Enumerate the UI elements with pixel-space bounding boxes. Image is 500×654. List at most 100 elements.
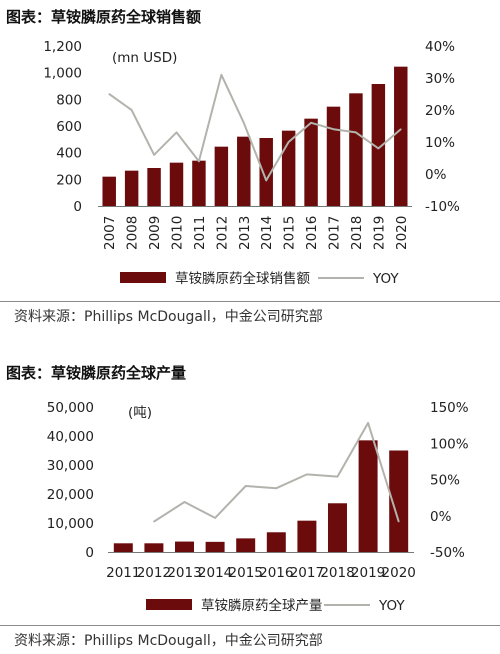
yoy-point — [306, 473, 308, 476]
x-tick-label: 2011 — [192, 216, 208, 250]
legend-bar-label: 草铵膦原药全球产量 — [201, 597, 323, 614]
yoy-point — [355, 131, 357, 134]
bar — [192, 160, 206, 206]
chart-1: 0 200 400 600 800 1,000 1,200 -10% 0% 10% 20% 30% 40… — [43, 39, 460, 287]
bar — [259, 138, 273, 206]
bar — [236, 538, 256, 552]
yoy-point — [287, 141, 290, 143]
bar — [297, 520, 317, 552]
bar — [389, 450, 409, 552]
bar — [266, 532, 286, 552]
divider-1 — [0, 301, 500, 302]
yoy-point — [153, 154, 155, 156]
y-right-tick-label: 100% — [430, 436, 469, 452]
x-tick-label: 2014 — [259, 216, 275, 250]
yoy-point — [175, 131, 178, 134]
bar — [326, 106, 341, 206]
bar — [169, 162, 184, 206]
x-tick-label: 2018 — [320, 565, 354, 581]
y-left-tick-label: 10,000 — [47, 516, 94, 532]
yoy-point — [108, 93, 111, 95]
yoy-point — [397, 520, 400, 523]
divider-2 — [0, 625, 500, 626]
y-right-tick-label: 150% — [430, 400, 469, 416]
x-tick-label: 2013 — [237, 216, 253, 250]
y-right-tick-label: -50% — [430, 545, 465, 561]
bar — [394, 66, 408, 207]
x-tick-label: 2016 — [304, 216, 320, 250]
legend-line-label: YOY — [378, 598, 405, 614]
yoy-point — [220, 74, 223, 76]
x-tick-label: 2019 — [371, 216, 387, 250]
x-tick-label: 2014 — [198, 565, 232, 581]
x-tick-label: 2007 — [102, 216, 118, 250]
x-tick-label: 2011 — [106, 565, 140, 581]
bar — [358, 440, 378, 552]
yoy-point — [153, 520, 155, 523]
x-tick-label: 2020 — [394, 216, 410, 250]
bar — [175, 541, 194, 552]
yoy-point — [242, 122, 245, 124]
chart-1-title: 图表：草铵膦原药全球销售额 — [6, 8, 202, 26]
yoy-point — [244, 485, 247, 487]
bar — [237, 136, 251, 206]
bar — [124, 170, 139, 206]
y-left-tick-label: 1,000 — [43, 66, 82, 82]
y-left-tick-label: 40,000 — [47, 429, 94, 445]
bar — [205, 541, 225, 552]
legend-bar-swatch — [146, 599, 192, 610]
x-tick-label: 2018 — [349, 216, 365, 250]
x-tick-label: 2012 — [137, 565, 171, 581]
bar — [113, 543, 133, 552]
y-left-tick-label: 20,000 — [47, 487, 94, 503]
x-tick-label: 2008 — [125, 216, 141, 250]
unit-label: (mn USD) — [112, 50, 177, 66]
yoy-point — [183, 501, 186, 503]
yoy-point — [265, 179, 268, 182]
yoy-point — [336, 475, 339, 478]
yoy-point — [310, 122, 312, 124]
y-left-tick-label: 400 — [56, 146, 82, 162]
y-left-tick-label: 0 — [85, 545, 94, 561]
x-tick-label: 2009 — [147, 216, 163, 250]
unit-label: (吨) — [128, 405, 152, 421]
y-left-tick-label: 30,000 — [47, 458, 94, 474]
y-left-tick-label: 600 — [56, 119, 82, 135]
yoy-point — [332, 128, 335, 130]
y-left-tick-label: 50,000 — [47, 400, 94, 416]
bar — [147, 168, 161, 206]
bar — [102, 176, 116, 206]
chart-2: 0 10,000 20,000 30,000 40,000 50,000 -50% 0% 50%… — [47, 400, 469, 614]
x-tick-label: 2015 — [282, 216, 298, 250]
chart-1-source: 资料来源：Phillips McDougall，中金公司研究部 — [14, 309, 323, 325]
y-right-tick-label: 40% — [425, 39, 455, 55]
yoy-point — [198, 160, 200, 162]
x-tick-label: 2010 — [170, 216, 186, 250]
bar — [144, 543, 164, 552]
y-left-tick-label: 1,200 — [43, 39, 82, 55]
x-tick-label: 2016 — [259, 565, 293, 581]
x-tick-label: 2019 — [351, 565, 385, 581]
yoy-point — [399, 128, 402, 130]
yoy-point — [275, 487, 278, 489]
yoy-point — [367, 422, 369, 424]
bar — [349, 93, 363, 206]
x-tick-label: 2012 — [214, 216, 230, 250]
bar — [304, 118, 318, 206]
x-tick-label: 2020 — [382, 565, 416, 581]
y-right-tick-label: 10% — [425, 135, 455, 151]
yoy-point — [130, 109, 133, 111]
x-tick-label: 2017 — [290, 565, 324, 581]
bar — [371, 84, 386, 206]
y-right-tick-label: -10% — [425, 199, 460, 215]
y-right-tick-label: 0% — [425, 167, 447, 183]
chart-2-title: 图表：草铵膦原药全球产量 — [6, 364, 187, 382]
x-tick-label: 2015 — [229, 565, 263, 581]
yoy-point — [377, 147, 380, 150]
yoy-point — [214, 517, 216, 519]
y-right-tick-label: 30% — [425, 71, 455, 87]
y-left-tick-label: 0 — [73, 199, 82, 215]
y-left-tick-label: 200 — [56, 172, 82, 188]
legend-bar-swatch — [120, 272, 166, 283]
x-tick-label: 2013 — [167, 565, 201, 581]
